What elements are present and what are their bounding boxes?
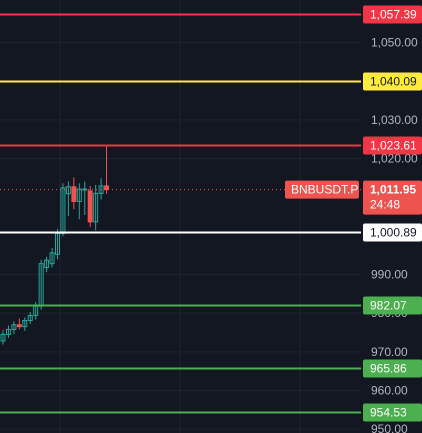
level-price-label: 1,040.09 — [370, 75, 417, 89]
candle[interactable] — [93, 184, 99, 231]
candle[interactable] — [55, 228, 60, 260]
candle-body — [93, 192, 99, 223]
candle-body — [60, 187, 66, 235]
level-red[interactable]: 1,023.61 — [0, 136, 422, 155]
symbol-tag — [285, 180, 359, 199]
price-tick-label: 1,030.00 — [371, 113, 418, 127]
candle-body — [27, 314, 33, 321]
price-tick-label: 960.00 — [371, 383, 408, 397]
level-price-tag — [363, 136, 422, 155]
candle[interactable] — [22, 317, 28, 331]
candle[interactable] — [5, 325, 11, 338]
level-white[interactable]: 1,000.89 — [0, 223, 422, 242]
last-price-tags: BNBUSDT.P 1,011.95 24:48 — [285, 180, 422, 215]
price-tick-label: 1,020.00 — [371, 152, 418, 166]
candle[interactable] — [76, 183, 82, 220]
grid-lines — [0, 0, 361, 433]
candle[interactable] — [71, 177, 77, 210]
candle[interactable] — [87, 185, 93, 227]
candle[interactable] — [44, 256, 50, 273]
candle-body — [98, 185, 104, 194]
candle[interactable] — [49, 247, 55, 268]
candle[interactable] — [0, 330, 6, 345]
candle[interactable] — [60, 183, 66, 237]
symbol-label: BNBUSDT.P — [291, 183, 358, 197]
price-tick-label: 990.00 — [371, 267, 408, 281]
candle-body — [22, 319, 28, 328]
candle-body — [76, 188, 82, 202]
level-price-label: 1,000.89 — [370, 226, 417, 240]
candle[interactable] — [65, 181, 71, 217]
level-yellow[interactable]: 1,040.09 — [0, 72, 422, 91]
candle-body — [71, 186, 77, 202]
level-price-tag — [363, 403, 422, 422]
candle-countdown: 24:48 — [370, 198, 400, 212]
candle-body — [104, 185, 110, 191]
price-tick-label: 1,050.00 — [371, 36, 418, 50]
level-price-label: 982.07 — [370, 299, 407, 313]
candle[interactable] — [27, 311, 33, 324]
candle-body — [11, 324, 17, 330]
level-price-label: 1,023.61 — [370, 139, 417, 153]
candle-body — [55, 233, 60, 255]
last-price-tag — [363, 180, 422, 215]
level-price-label: 954.53 — [370, 406, 407, 420]
level-price-tag — [363, 5, 422, 24]
last-price-label: 1,011.95 — [370, 183, 416, 197]
price-tick-label: 970.00 — [371, 345, 408, 359]
level-red[interactable]: 1,057.39 — [0, 5, 422, 24]
candle-body — [16, 324, 22, 328]
level-price-label: 1,057.39 — [370, 8, 417, 22]
candle[interactable] — [16, 318, 22, 330]
level-price-tag — [363, 359, 422, 378]
level-green[interactable]: 965.86 — [0, 359, 422, 378]
price-tick-label: 950.00 — [371, 422, 408, 433]
horizontal-levels[interactable]: 1,057.39 1,040.09 1,023.61 1,000.89 982.07 96… — [0, 5, 422, 422]
candle[interactable] — [104, 144, 110, 194]
candle-body — [44, 259, 50, 269]
candle[interactable] — [11, 321, 17, 335]
level-green[interactable]: 954.53 — [0, 403, 422, 422]
level-price-tag — [363, 223, 422, 242]
level-price-tag — [363, 72, 422, 91]
level-green[interactable]: 982.07 — [0, 296, 422, 315]
candle-body — [0, 333, 6, 342]
level-price-tag — [363, 296, 422, 315]
candle-body — [65, 186, 71, 195]
candle-body — [5, 328, 11, 335]
candle-body — [49, 252, 55, 265]
candle[interactable] — [98, 178, 104, 200]
level-price-label: 965.86 — [370, 362, 407, 376]
candle-body — [87, 190, 93, 223]
